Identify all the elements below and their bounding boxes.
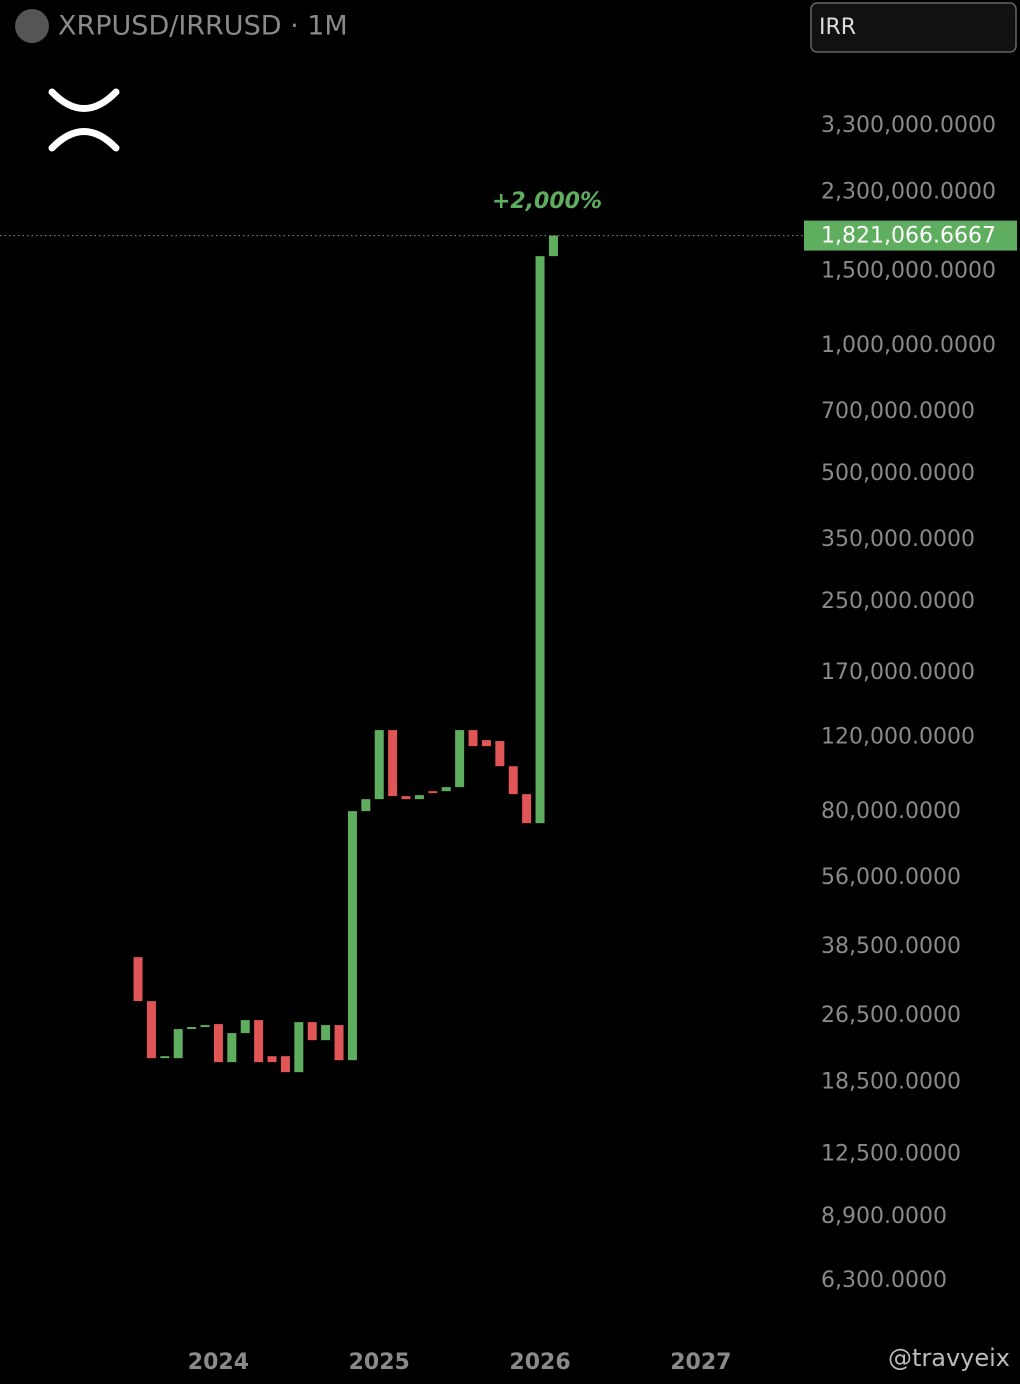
candle-body xyxy=(535,256,545,824)
y-tick-label: 700,000.0000 xyxy=(821,399,975,424)
y-tick-label: 26,500.0000 xyxy=(821,1003,961,1028)
currency-box[interactable] xyxy=(810,2,1017,53)
candle-body xyxy=(307,1022,317,1041)
y-tick-label: 18,500.0000 xyxy=(821,1069,961,1094)
last-price-label: 1,821,066.6667 xyxy=(821,224,996,249)
candle-body xyxy=(267,1056,277,1063)
y-tick-label: 1,500,000.0000 xyxy=(821,258,996,283)
y-tick-label: 250,000.0000 xyxy=(821,589,975,614)
y-tick-label: 56,000.0000 xyxy=(821,865,961,890)
candle-body xyxy=(133,957,143,1002)
candle-body xyxy=(441,787,451,792)
y-tick-label: 8,900.0000 xyxy=(821,1204,947,1229)
x-tick-label: 2027 xyxy=(670,1350,731,1375)
candle-body xyxy=(254,1020,264,1063)
y-tick-label: 2,300,000.0000 xyxy=(821,180,996,205)
candle-body xyxy=(388,730,398,797)
candle-body xyxy=(455,730,465,788)
currency-label: IRR xyxy=(819,15,856,40)
annotation: +2,000% xyxy=(492,189,602,214)
candle-body xyxy=(522,794,532,824)
candle-body xyxy=(495,741,505,767)
y-tick-label: 80,000.0000 xyxy=(821,799,961,824)
candle-body xyxy=(414,795,424,800)
symbol-icon xyxy=(15,9,49,43)
last-price-box xyxy=(804,220,1017,251)
candle-body xyxy=(321,1025,331,1041)
y-tick-label: 6,300.0000 xyxy=(821,1268,947,1293)
candle-body xyxy=(146,1001,156,1059)
candle-body xyxy=(401,796,411,800)
x-tick-label: 2026 xyxy=(509,1350,570,1375)
candle-body xyxy=(508,766,518,795)
y-tick-label: 38,500.0000 xyxy=(821,934,961,959)
y-tick-label: 1,000,000.0000 xyxy=(821,333,996,358)
candle-body xyxy=(468,730,478,747)
candle-body xyxy=(200,1025,210,1028)
y-tick-label: 120,000.0000 xyxy=(821,724,975,749)
y-tick-label: 170,000.0000 xyxy=(821,660,975,685)
candle-body xyxy=(187,1027,197,1030)
candle-body xyxy=(294,1022,304,1073)
y-tick-label: 350,000.0000 xyxy=(821,527,975,552)
candle-body xyxy=(280,1056,290,1073)
candle-body xyxy=(240,1020,250,1034)
candle-body xyxy=(227,1033,237,1063)
xrp-logo xyxy=(48,88,120,152)
watermark: @travyeix xyxy=(888,1344,1010,1372)
x-tick-label: 2024 xyxy=(188,1350,249,1375)
y-tick-label: 3,300,000.0000 xyxy=(821,113,996,138)
candle-body xyxy=(428,791,438,794)
candle-body xyxy=(213,1024,223,1063)
candle-body xyxy=(173,1029,183,1059)
y-tick-label: 12,500.0000 xyxy=(821,1142,961,1167)
candle-body xyxy=(160,1056,170,1059)
x-tick-label: 2025 xyxy=(349,1350,410,1375)
y-tick-label: 500,000.0000 xyxy=(821,461,975,486)
candle-body xyxy=(548,235,558,257)
candle-body xyxy=(347,811,357,1061)
candle-body xyxy=(361,799,371,812)
candle-body xyxy=(481,740,491,747)
candle-body xyxy=(374,730,384,800)
candle-body xyxy=(334,1025,344,1061)
chart-title: XRPUSD/IRRUSD · 1M xyxy=(58,11,348,42)
